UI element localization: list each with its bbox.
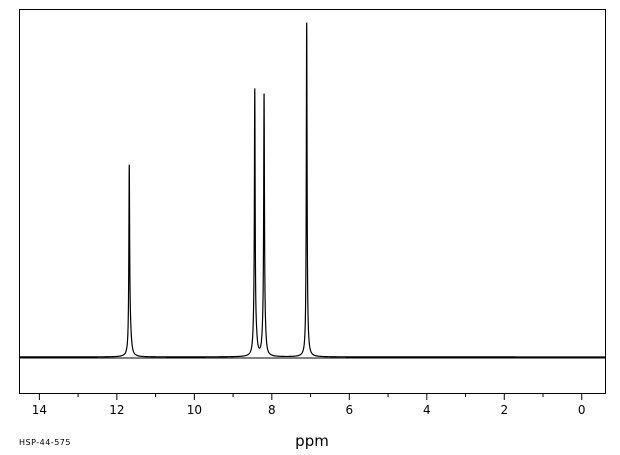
x-axis-tick-labels: 14 12 10 8 6 4 2 0 [32, 403, 586, 417]
x-tick-label: 2 [500, 403, 508, 417]
x-tick-label: 10 [187, 403, 202, 417]
x-tick-label: 8 [268, 403, 276, 417]
x-tick-label: 0 [578, 403, 586, 417]
x-tick-label: 6 [345, 403, 353, 417]
spectrum-trace [20, 22, 605, 358]
x-tick-label: 12 [109, 403, 124, 417]
plot-frame [19, 9, 606, 394]
x-tick-label: 14 [32, 403, 47, 417]
x-axis-ticks [38, 393, 583, 400]
x-tick-label: 4 [423, 403, 431, 417]
x-axis-title: ppm [295, 432, 329, 450]
spectrum-code-label: HSP-44-575 [19, 438, 71, 447]
